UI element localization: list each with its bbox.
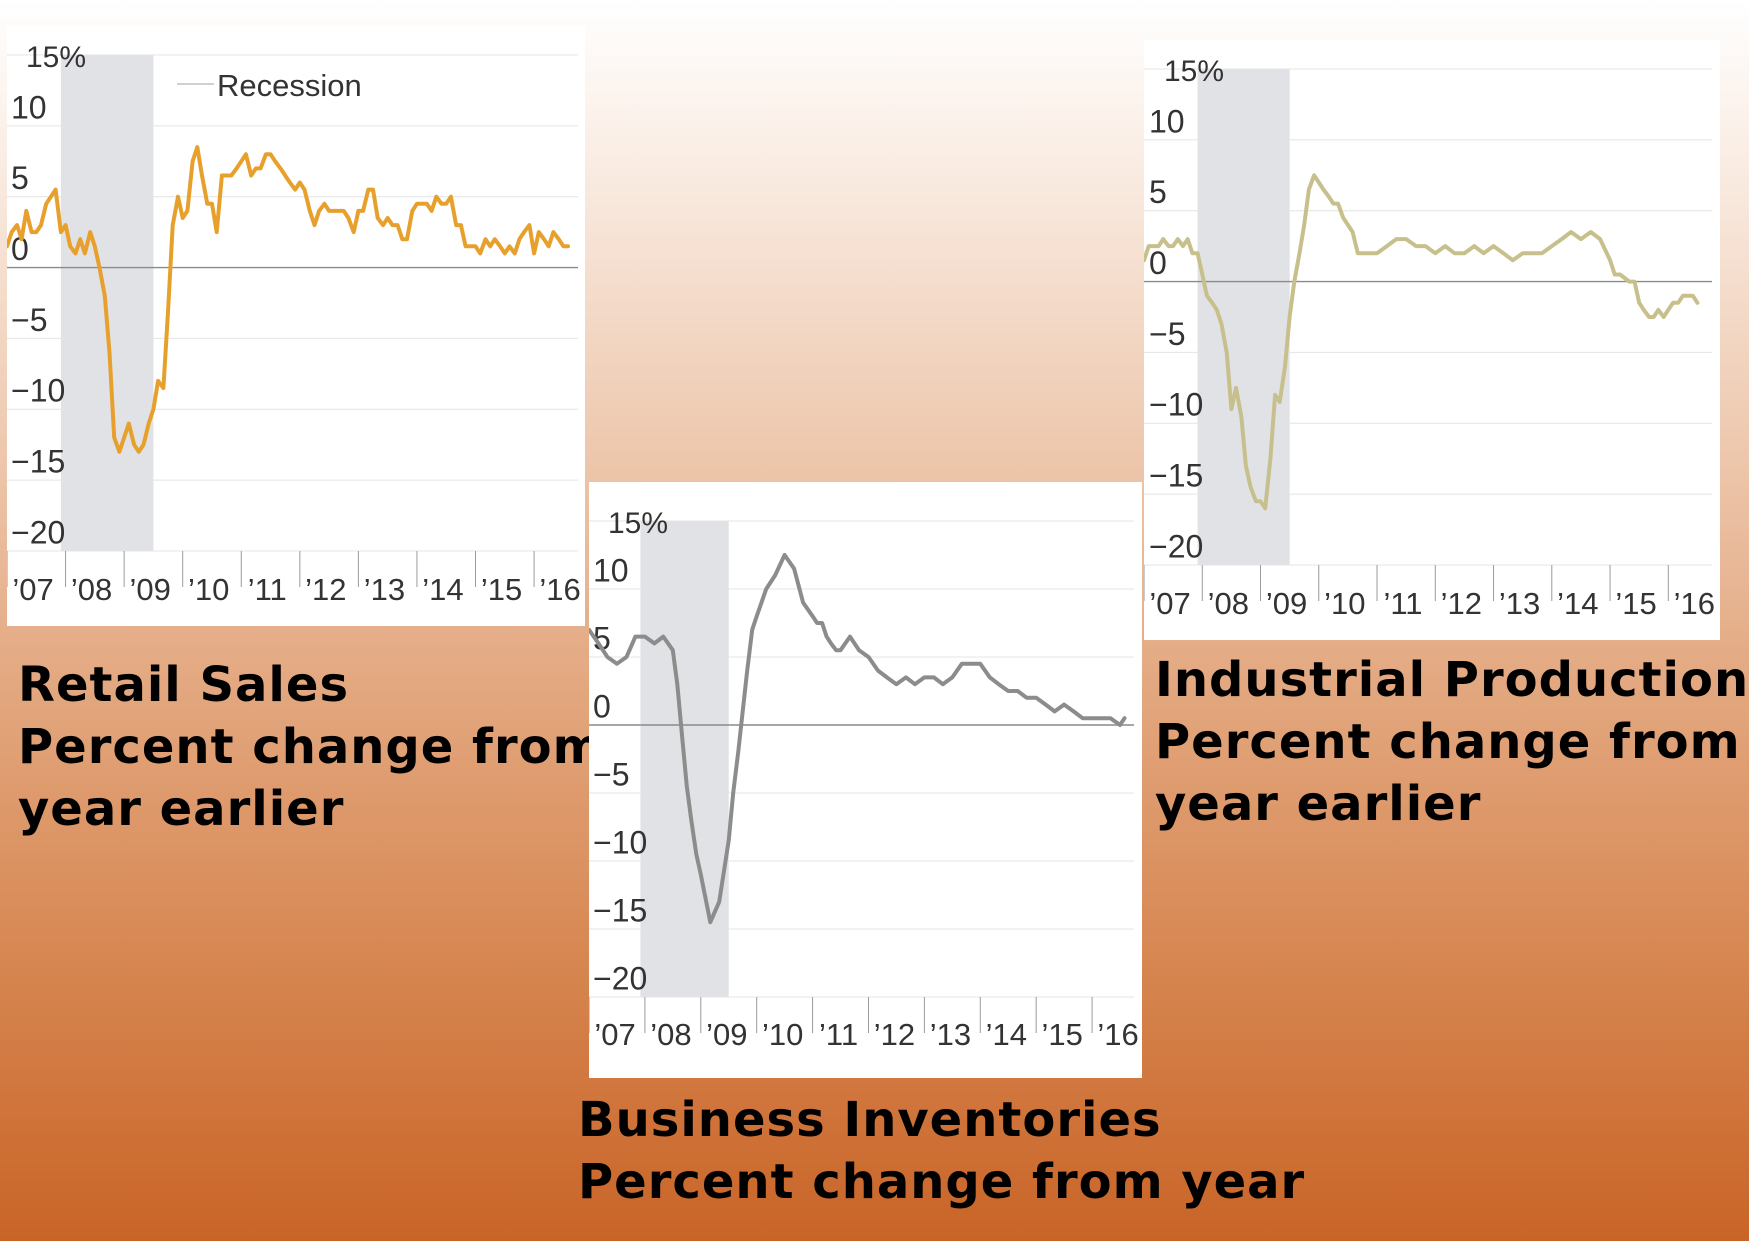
retail-x-tick-label: ’11 xyxy=(248,572,287,607)
inventories-y-tick-label: 5 xyxy=(593,620,611,656)
inventories-x-tick-label: ’14 xyxy=(986,1017,1027,1052)
retail-x-tick-label: ’10 xyxy=(188,572,229,607)
inventories-y-tick-label: 10 xyxy=(593,552,629,588)
industrial-x-tick-label: ’13 xyxy=(1499,586,1540,621)
industrial-production-chart: 15% 10 5 0 −5 −10 −15 −20 ’07 ’08 ’09 ’10 ’11 ’12 ’13 ’… xyxy=(1144,55,1715,621)
retail-x-tick-label: ’16 xyxy=(539,572,580,607)
inventories-y-tick-label: −15 xyxy=(593,892,647,928)
industrial-recession-band xyxy=(1197,69,1290,565)
inventories-x-tick-label: ’16 xyxy=(1097,1017,1138,1052)
business-inventories-title-line-2: Percent change from year xyxy=(578,1154,1306,1210)
inventories-x-tick-label: ’13 xyxy=(930,1017,971,1052)
retail-sales-caption: Retail Sales Percent change from year ea… xyxy=(18,654,604,840)
retail-y-tick-label: −20 xyxy=(11,514,65,550)
industrial-x-tick-label: ’16 xyxy=(1674,586,1715,621)
inventories-x-tick-label: ’10 xyxy=(762,1017,803,1052)
retail-recession-label: Recession xyxy=(217,68,362,103)
inventories-x-tick-label: ’15 xyxy=(1041,1017,1082,1052)
industrial-production-title-line-2: Percent change from xyxy=(1155,714,1741,770)
industrial-production-caption: Industrial Production Percent change fro… xyxy=(1155,649,1749,835)
industrial-y-tick-label: −10 xyxy=(1149,387,1203,423)
retail-x-tick-label: ’12 xyxy=(305,572,346,607)
retail-x-tick-label: ’07 xyxy=(12,572,53,607)
inventories-x-tick-label: ’09 xyxy=(706,1017,747,1052)
industrial-x-tick-label: ’10 xyxy=(1324,586,1365,621)
industrial-y-tick-label: 0 xyxy=(1149,245,1167,281)
inventories-x-tick-label: ’12 xyxy=(874,1017,915,1052)
retail-x-tick-label: ’13 xyxy=(364,572,405,607)
business-inventories-caption: Business Inventories Percent change from… xyxy=(578,1089,1305,1213)
retail-x-tick-label: ’08 xyxy=(71,572,112,607)
inventories-y-tick-label: 0 xyxy=(593,688,611,724)
retail-sales-title-line-1: Retail Sales xyxy=(18,657,350,713)
industrial-x-tick-label: ’14 xyxy=(1557,586,1598,621)
business-inventories-chart-panel: 15% 10 5 0 −5 −10 −15 −20 ’07 ’08 ’09 ’10 ’11 ’12 ’13 ’… xyxy=(589,482,1142,1078)
retail-sales-title-line-2: Percent change from xyxy=(18,719,604,775)
retail-x-tick-label: ’15 xyxy=(481,572,522,607)
inventories-series-line-0 xyxy=(589,553,1127,925)
retail-x-tick-label: ’09 xyxy=(129,572,170,607)
industrial-x-tick-label: ’07 xyxy=(1149,586,1190,621)
inventories-y-tick-label: −20 xyxy=(593,960,647,996)
industrial-y-tick-label-top: 15% xyxy=(1164,55,1224,88)
industrial-production-chart-panel: 15% 10 5 0 −5 −10 −15 −20 ’07 ’08 ’09 ’10 ’11 ’12 ’13 ’… xyxy=(1144,40,1720,640)
industrial-y-tick-label: −20 xyxy=(1149,528,1203,564)
inventories-y-tick-label: −5 xyxy=(593,756,629,792)
retail-y-tick-label: 10 xyxy=(11,89,47,125)
industrial-y-tick-label: −15 xyxy=(1149,458,1203,494)
retail-y-tick-label: 5 xyxy=(11,160,29,196)
industrial-x-tick-label: ’09 xyxy=(1266,586,1307,621)
industrial-x-tick-label: ’15 xyxy=(1615,586,1656,621)
retail-sales-chart: 15% 10 5 0 −5 −10 −15 −20 ’07 ’08 ’09 ’10 ’11 ’12 ’13 ’… xyxy=(7,41,581,607)
retail-y-tick-label: 0 xyxy=(11,231,29,267)
industrial-y-tick-label: 10 xyxy=(1149,103,1185,139)
business-inventories-chart: 15% 10 5 0 −5 −10 −15 −20 ’07 ’08 ’09 ’10 ’11 ’12 ’13 ’… xyxy=(589,507,1139,1052)
retail-sales-title-line-3: year earlier xyxy=(18,781,345,837)
industrial-x-tick-label: ’12 xyxy=(1441,586,1482,621)
retail-y-tick-label: −5 xyxy=(11,302,47,338)
retail-y-tick-label: −15 xyxy=(11,444,65,480)
industrial-x-tick-label: ’08 xyxy=(1208,586,1249,621)
retail-sales-chart-panel: 15% 10 5 0 −5 −10 −15 −20 ’07 ’08 ’09 ’10 ’11 ’12 ’13 ’… xyxy=(7,26,585,626)
inventories-y-tick-label-top: 15% xyxy=(608,507,668,540)
retail-x-tick-label: ’14 xyxy=(422,572,463,607)
industrial-series-line-0 xyxy=(1144,173,1700,511)
industrial-y-tick-label: −5 xyxy=(1149,316,1185,352)
industrial-x-tick-label: ’11 xyxy=(1383,586,1422,621)
inventories-y-tick-label: −10 xyxy=(593,824,647,860)
retail-y-tick-label-top: 15% xyxy=(26,41,86,74)
retail-series-line-0 xyxy=(7,145,570,454)
inventories-x-tick-label: ’11 xyxy=(819,1017,858,1052)
inventories-x-tick-label: ’08 xyxy=(650,1017,691,1052)
retail-y-tick-label: −10 xyxy=(11,373,65,409)
industrial-production-title-line-1: Industrial Production xyxy=(1155,652,1749,708)
business-inventories-title-line-1: Business Inventories xyxy=(578,1092,1162,1148)
industrial-y-tick-label: 5 xyxy=(1149,174,1167,210)
industrial-production-title-line-3: year earlier xyxy=(1155,776,1482,832)
inventories-x-tick-label: ’07 xyxy=(594,1017,635,1052)
